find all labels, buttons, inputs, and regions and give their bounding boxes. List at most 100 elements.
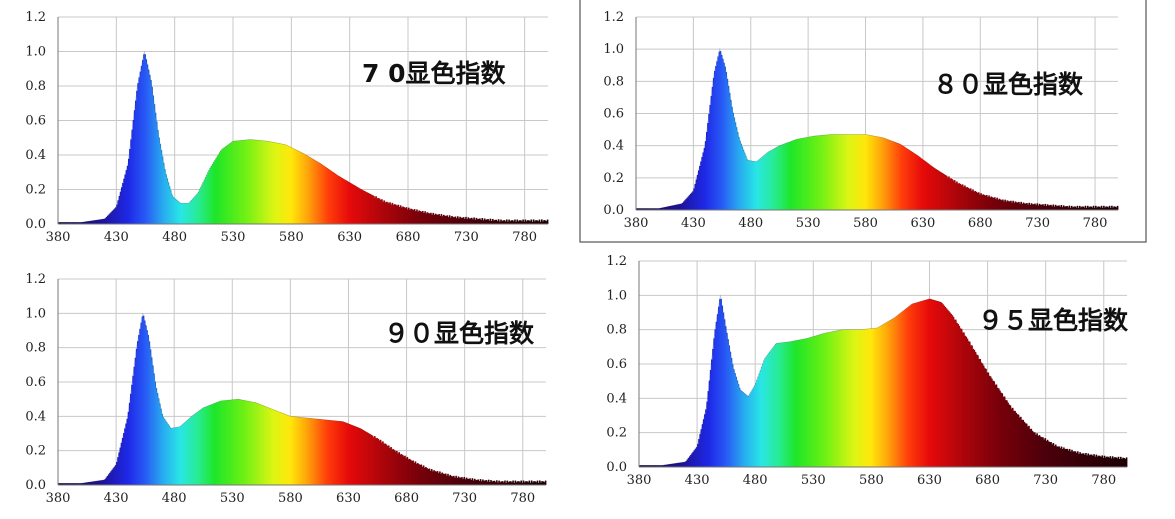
spectrum-bar	[949, 312, 951, 467]
spectrum-bar	[666, 206, 669, 210]
spectrum-bar	[391, 449, 394, 485]
spectrum-bar	[508, 219, 510, 224]
spectrum-bar	[508, 481, 511, 485]
spectrum-bar	[652, 208, 654, 210]
spectrum-bar	[1102, 457, 1105, 467]
spectrum-bar	[532, 219, 535, 224]
spectrum-bar	[678, 204, 681, 210]
spectrum-bar	[67, 222, 69, 224]
spectrum-bar	[167, 182, 170, 224]
spectrum-bar	[650, 465, 653, 467]
spectrum-bar	[199, 409, 202, 485]
spectrum-bar	[798, 138, 801, 210]
spectrum-bar	[704, 414, 706, 467]
spectrum-bar	[197, 411, 199, 485]
spectrum-bar	[969, 188, 972, 210]
spectrum-bar	[641, 208, 644, 210]
spectrum-bar	[703, 147, 706, 210]
spectrum-bar	[697, 170, 700, 210]
spectrum-bar	[943, 174, 946, 210]
spectrum-bar	[928, 164, 931, 210]
spectrum-bar	[143, 54, 145, 224]
spectrum-bar	[715, 321, 718, 467]
spectrum-bar	[1073, 451, 1076, 467]
spectrum-bar	[522, 480, 525, 485]
spectrum-bar	[144, 54, 146, 225]
spectrum-bar	[85, 482, 88, 485]
spectrum-bar	[172, 196, 174, 224]
spectrum-bar	[650, 208, 653, 210]
spectrum-bar	[478, 218, 480, 224]
y-tick-label: 0.2	[25, 183, 46, 198]
spectrum-bar	[726, 78, 729, 210]
spectrum-bar	[191, 200, 193, 224]
spectrum-bar	[511, 482, 513, 485]
spectrum-bar	[539, 221, 542, 224]
spectrum-bar	[248, 401, 251, 485]
spectrum-bar	[1011, 202, 1013, 210]
spectrum-bar	[758, 373, 761, 467]
spectrum-bar	[320, 419, 323, 485]
spectrum-bar	[250, 401, 253, 485]
spectrum-bar	[1095, 454, 1098, 467]
spectrum-bar	[139, 328, 141, 485]
spectrum-bar	[142, 315, 145, 485]
spectrum-bar	[161, 413, 163, 485]
spectrum-bar	[81, 483, 83, 485]
spectrum-bar	[770, 150, 772, 210]
x-tick-label: 630	[910, 216, 935, 231]
spectrum-bar	[1086, 455, 1088, 467]
spectrum-bar	[518, 220, 521, 224]
spectrum-bar	[864, 134, 866, 210]
spectrum-bar	[783, 342, 785, 467]
spectrum-bar	[708, 380, 711, 467]
spectrum-bar	[518, 481, 520, 485]
spectrum-bar	[458, 477, 461, 485]
spectrum-bar	[957, 183, 959, 210]
spectrum-bar	[320, 164, 323, 224]
spectrum-bar	[1070, 451, 1072, 467]
spectrum-bar	[697, 443, 699, 467]
spectrum-bar	[994, 384, 997, 467]
spectrum-bar	[972, 189, 974, 210]
spectrum-bar	[664, 464, 667, 467]
y-tick-label: 0.0	[25, 478, 46, 493]
spectrum-bar	[254, 402, 256, 485]
spectrum-bar	[706, 401, 708, 467]
spectrum-bar	[827, 332, 829, 467]
spectrum-bar	[311, 158, 313, 224]
spectrum-bar	[1072, 451, 1074, 467]
spectrum-bar	[756, 161, 759, 210]
spectrum-bar	[724, 326, 727, 467]
spectrum-bar	[991, 378, 993, 467]
spectrum-bar	[397, 453, 399, 485]
spectrum-bar	[1074, 451, 1077, 467]
spectrum-bar	[229, 143, 232, 224]
spectrum-bar	[99, 480, 102, 485]
spectrum-bar	[956, 181, 958, 210]
spectrum-bar	[398, 206, 401, 224]
spectrum-bar	[779, 145, 781, 210]
spectrum-bar	[831, 331, 834, 467]
spectrum-bar	[224, 400, 226, 485]
spectrum-bar	[797, 138, 800, 210]
spectrum-bar	[825, 134, 827, 210]
spectrum-bar	[1121, 458, 1123, 467]
spectrum-bar	[654, 208, 656, 210]
spectrum-bar	[873, 136, 876, 210]
spectrum-bar	[349, 182, 352, 224]
spectrum-bar	[1080, 453, 1083, 467]
spectrum-bar	[684, 200, 686, 210]
spectrum-bar	[705, 409, 707, 467]
spectrum-bar	[927, 299, 929, 467]
spectrum-bar	[927, 163, 930, 210]
spectrum-bar	[390, 204, 393, 224]
spectrum-bar	[500, 219, 502, 224]
spectrum-bar	[491, 481, 493, 485]
spectrum-bar	[719, 51, 722, 211]
spectrum-bar	[381, 199, 383, 224]
spectrum-bar	[720, 298, 722, 467]
cri-label-95: ９５显色指数	[978, 306, 1129, 335]
spectrum-bar	[731, 364, 734, 467]
spectrum-bar	[195, 194, 198, 224]
